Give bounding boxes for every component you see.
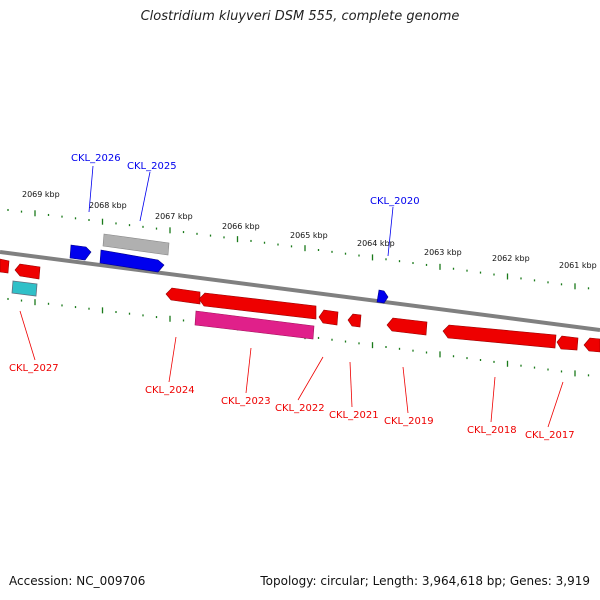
gene-label-ckl-2025[interactable]: CKL_2025 xyxy=(127,161,177,172)
scale-labels: 2069 kbp 2068 kbp 2067 kbp 2066 kbp 2065… xyxy=(22,190,597,270)
genome-summary-text: Topology: circular; Length: 3,964,618 bp… xyxy=(260,574,590,588)
gene-label-ckl-2026[interactable]: CKL_2026 xyxy=(71,153,121,164)
scale-label-2061: 2061 kbp xyxy=(559,261,597,270)
gene-label-ckl-2020[interactable]: CKL_2020 xyxy=(370,196,420,207)
genome-backbone xyxy=(0,250,600,332)
gene-ckl-2017-shape[interactable] xyxy=(556,335,579,351)
gene-ckl-2026-shape[interactable] xyxy=(69,244,92,261)
scale-label-2063: 2063 kbp xyxy=(424,248,462,257)
gene-label-ckl-2023[interactable]: CKL_2023 xyxy=(221,396,271,407)
map-title: Clostridium kluyveri DSM 555, complete g… xyxy=(140,9,460,24)
gene-ckl-2021-shape[interactable] xyxy=(347,313,362,328)
gene-left-2-shape[interactable] xyxy=(14,263,41,280)
gene-ckl-2019-shape[interactable] xyxy=(386,317,428,336)
scale-label-2066: 2066 kbp xyxy=(222,222,260,231)
gene-label-ckl-2022[interactable]: CKL_2022 xyxy=(275,403,325,414)
label-connectors xyxy=(19,165,564,428)
scale-label-2065: 2065 kbp xyxy=(290,231,328,240)
gene-pseudo-shape[interactable] xyxy=(102,233,170,256)
plus-strand-features xyxy=(69,233,389,304)
gene-ckl-2018-shape[interactable] xyxy=(442,324,557,349)
gene-right-edge-shape[interactable] xyxy=(583,337,600,353)
gene-ckl-2024-shape[interactable] xyxy=(165,287,201,305)
gene-ckl-2020-shape[interactable] xyxy=(376,289,389,304)
gene-ckl-2023-shape[interactable] xyxy=(194,310,315,340)
gene-label-ckl-2027[interactable]: CKL_2027 xyxy=(9,363,59,374)
scale-ticks-top xyxy=(7,208,590,290)
gene-labels: CKL_2026 CKL_2025 CKL_2020 CKL_2027 CKL_… xyxy=(9,153,575,441)
minus-strand-features xyxy=(0,258,600,353)
gene-ckl-2025-shape[interactable] xyxy=(99,249,165,273)
scale-label-2068: 2068 kbp xyxy=(89,201,127,210)
gene-ckl-2027-shape[interactable] xyxy=(11,280,38,297)
gene-ckl-2022-shape[interactable] xyxy=(318,309,339,326)
accession-text: Accession: NC_009706 xyxy=(9,574,146,588)
gene-ckl-2022-long-shape[interactable] xyxy=(198,292,317,320)
scale-label-2064: 2064 kbp xyxy=(357,239,395,248)
scale-label-2067: 2067 kbp xyxy=(155,212,193,221)
gene-label-ckl-2021[interactable]: CKL_2021 xyxy=(329,410,379,421)
scale-label-2062: 2062 kbp xyxy=(492,254,530,263)
gene-label-ckl-2018[interactable]: CKL_2018 xyxy=(467,425,517,436)
gene-label-ckl-2024[interactable]: CKL_2024 xyxy=(145,385,195,396)
gene-label-ckl-2017[interactable]: CKL_2017 xyxy=(525,430,575,441)
scale-label-2069: 2069 kbp xyxy=(22,190,60,199)
gene-left-edge-shape[interactable] xyxy=(0,258,10,274)
gene-label-ckl-2019[interactable]: CKL_2019 xyxy=(384,416,434,427)
